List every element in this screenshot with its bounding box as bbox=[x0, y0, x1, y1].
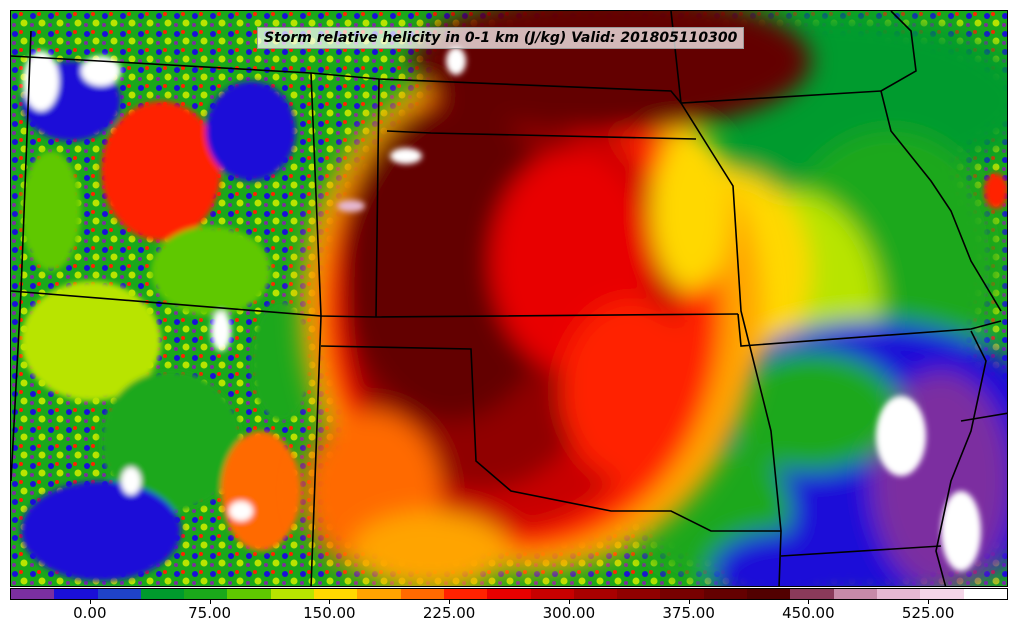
legend-swatch bbox=[140, 589, 185, 599]
legend-swatch bbox=[833, 589, 877, 599]
legend-swatch bbox=[660, 589, 704, 599]
legend-tick-mark bbox=[928, 600, 930, 604]
legend-tick-label: 375.00 bbox=[662, 604, 715, 622]
legend-tick-mark bbox=[568, 600, 570, 604]
legend-tick-label: 0.00 bbox=[73, 604, 107, 622]
map-title: Storm relative helicity in 0-1 km (J/kg)… bbox=[257, 27, 745, 49]
legend-tick-mark bbox=[808, 600, 810, 604]
legend-swatch bbox=[97, 589, 141, 599]
legend-swatch bbox=[54, 589, 98, 599]
legend-swatch bbox=[963, 589, 1007, 599]
legend-swatch bbox=[747, 589, 791, 599]
legend-swatch bbox=[790, 589, 834, 599]
helicity-map: Storm relative helicity in 0-1 km (J/kg)… bbox=[10, 10, 1008, 587]
legend-swatch bbox=[400, 589, 444, 599]
legend-tick-label: 300.00 bbox=[542, 604, 596, 622]
western-texture bbox=[21, 51, 311, 581]
plume-details bbox=[337, 47, 466, 212]
legend-swatch bbox=[876, 589, 921, 599]
legend-tick-mark bbox=[209, 600, 211, 604]
legend-tick-mark bbox=[329, 600, 331, 604]
legend-tick-label: 150.00 bbox=[303, 604, 356, 622]
helicity-plume bbox=[301, 11, 811, 586]
legend-swatch bbox=[227, 589, 271, 599]
legend-tick-mark bbox=[449, 600, 451, 604]
legend-swatch bbox=[573, 589, 618, 599]
legend-tick-label: 525.00 bbox=[901, 604, 955, 622]
legend-swatch bbox=[11, 589, 55, 599]
legend-swatch bbox=[443, 589, 488, 599]
color-legend-bar bbox=[10, 588, 1008, 600]
legend-swatch bbox=[314, 589, 358, 599]
legend-tick-mark bbox=[89, 600, 91, 604]
legend-swatch bbox=[487, 589, 531, 599]
legend-tick-label: 75.00 bbox=[188, 604, 232, 622]
map-canvas bbox=[11, 11, 1007, 586]
legend-swatch bbox=[270, 589, 315, 599]
eastern-white-pockets bbox=[876, 173, 1007, 571]
color-legend-ticks: 0.00 75.00 150.00 225.00 300.00 375.00 450.00 5… bbox=[10, 600, 1008, 630]
state-boundaries bbox=[11, 11, 1007, 586]
legend-tick-label: 225.00 bbox=[422, 604, 476, 622]
legend-tick-label: 450.00 bbox=[782, 604, 835, 622]
legend-swatch bbox=[703, 589, 748, 599]
legend-swatch bbox=[617, 589, 661, 599]
legend-swatch bbox=[184, 589, 228, 599]
legend-swatch bbox=[357, 589, 401, 599]
legend-tick-mark bbox=[688, 600, 690, 604]
legend-swatch bbox=[530, 589, 574, 599]
legend-swatch bbox=[920, 589, 964, 599]
